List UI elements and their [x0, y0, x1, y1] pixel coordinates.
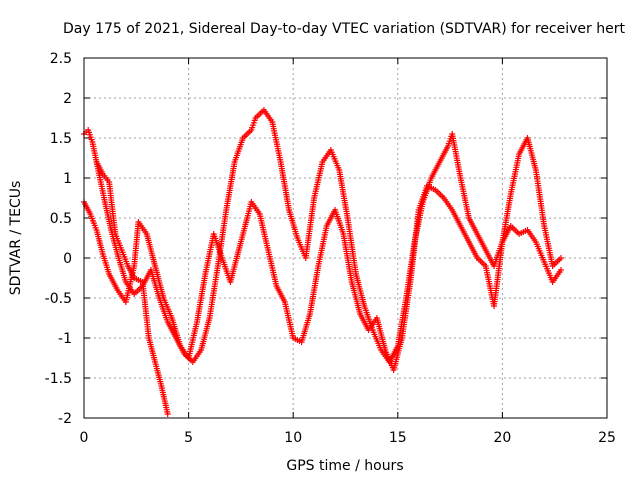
y-tick-label: 0: [63, 251, 72, 267]
axis-ticks: 0 5 10 15 20 25 -2 -1.5 -1 -0.5 0 0.5 1 1.5 2 2.5: [45, 51, 616, 446]
y-tick-label: -1: [58, 331, 72, 347]
x-tick-label: 20: [493, 430, 511, 446]
data-point: [557, 255, 564, 261]
y-tick-label: 2.5: [50, 51, 72, 67]
data-point: [164, 411, 171, 417]
x-tick-label: 5: [184, 430, 193, 446]
y-tick-label: 0.5: [50, 211, 72, 227]
y-axis-label: SDTVAR / TECUs: [8, 181, 24, 296]
y-tick-label: -2: [58, 411, 72, 427]
x-tick-label: 10: [284, 430, 302, 446]
data-point: [557, 267, 564, 273]
y-tick-label: -0.5: [45, 291, 72, 307]
chart-title: Day 175 of 2021, Sidereal Day-to-day VTE…: [63, 21, 625, 37]
x-tick-label: 25: [598, 430, 616, 446]
data-points: [81, 107, 564, 417]
x-axis-label: GPS time / hours: [286, 458, 403, 474]
plot-frame: [83, 57, 608, 419]
y-tick-label: 1: [63, 171, 72, 187]
x-tick-label: 15: [389, 430, 407, 446]
y-tick-label: 2: [63, 91, 72, 107]
x-tick-label: 0: [80, 430, 89, 446]
y-tick-label: -1.5: [45, 371, 72, 387]
y-tick-label: 1.5: [50, 131, 72, 147]
